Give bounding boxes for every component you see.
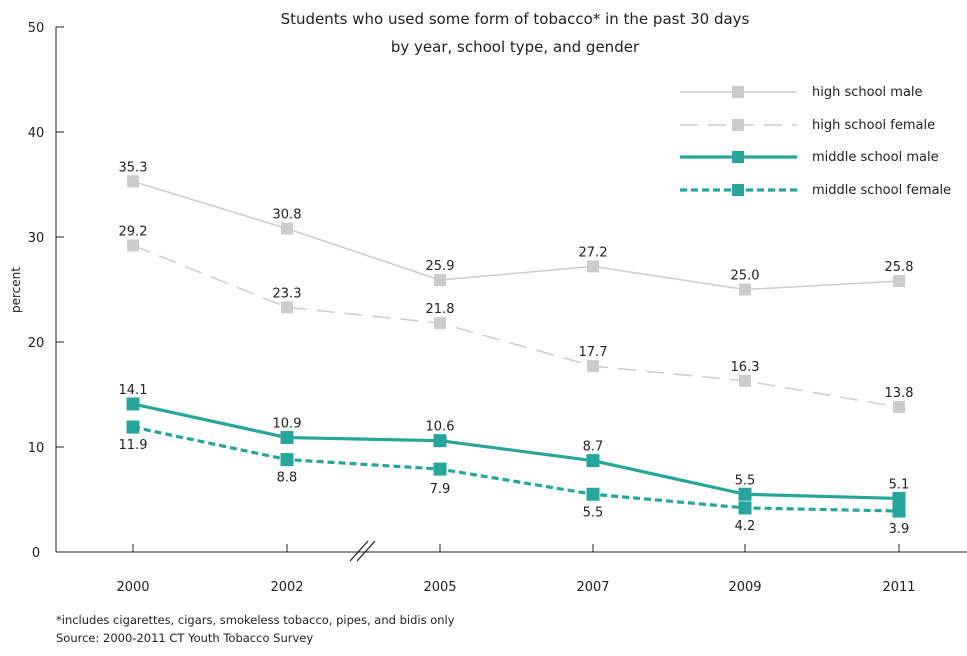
series-high-school-male: 35.3 30.8 25.9 27.2 25.0 25.8 [119,160,914,296]
x-tick-label: 2000 [116,580,149,595]
y-tick-label: 20 [28,336,45,351]
series-middle-school-female: 11.9 8.8 7.9 5.5 4.2 3.9 [119,420,910,537]
series-line [132,425,900,513]
data-point-marker [281,301,293,314]
data-label: 14.1 [119,383,148,398]
series-line [132,180,900,291]
data-label: 35.3 [119,160,148,175]
data-label: 25.9 [426,259,455,274]
chart-title: Students who used some form of tobacco* … [281,10,750,28]
data-point-marker [586,487,600,501]
y-axis-label: percent [9,267,23,313]
data-label: 8.8 [277,471,298,486]
legend-item: high school female [680,118,935,133]
data-label: 4.2 [735,519,756,534]
data-label: 5.5 [583,505,604,520]
axis-break-mark [349,540,369,562]
data-label: 17.7 [579,345,608,360]
legend-marker [732,184,744,196]
data-label: 10.6 [426,420,455,435]
series-layer: 35.3 30.8 25.9 27.2 25.0 25.8 29.2 23.3 21.8 17.7… [119,160,914,537]
data-label: 29.2 [119,224,148,239]
legend-label: high school female [812,118,935,133]
x-tick-label: 2002 [270,580,303,595]
data-point-marker [893,401,905,414]
legend-item: middle school female [680,183,951,198]
axis-break-mark [356,540,376,562]
series-line [132,402,900,501]
data-point-marker [126,397,140,411]
legend-label: middle school male [812,150,939,165]
y-tick-label: 10 [28,441,45,456]
data-point-marker [127,175,139,188]
y-tick-label: 50 [28,21,45,36]
data-point-marker [586,454,600,468]
y-tick-label: 30 [28,231,45,246]
x-tick-label: 2011 [882,580,915,595]
data-point-marker [433,434,447,448]
data-point-marker [739,283,751,296]
series-line [132,244,900,408]
data-point-marker [892,491,906,505]
data-point-marker [587,360,599,373]
data-point-marker [433,462,447,476]
data-point-marker [126,420,140,434]
data-point-marker [892,504,906,518]
legend-item: middle school male [680,150,939,165]
data-label: 16.3 [731,360,760,375]
data-label: 21.8 [426,302,455,317]
data-label: 30.8 [273,208,302,223]
data-label: 5.1 [889,477,910,492]
legend-marker [732,119,744,131]
data-label: 7.9 [430,482,451,497]
x-tick-label: 2007 [576,580,609,595]
data-point-marker [280,431,294,445]
legend-item: high school male [680,85,923,100]
x-tick-label: 2009 [728,580,761,595]
data-point-marker [739,374,751,387]
legend-marker [732,86,744,98]
axes: 0 10 20 30 40 50 2000 2002 2005 2007 2009 2011 [28,21,967,595]
x-tick-label: 2005 [423,580,456,595]
series-high-school-female: 29.2 23.3 21.8 17.7 16.3 13.8 [119,224,914,414]
y-tick-label: 40 [28,126,45,141]
data-label: 11.9 [119,438,148,453]
chart-subtitle: by year, school type, and gender [391,38,640,56]
data-label: 3.9 [889,522,910,537]
legend-label: high school male [812,85,923,100]
data-point-marker [280,453,294,467]
footnote: *includes cigarettes, cigars, smokeless … [56,613,455,627]
data-label: 23.3 [273,286,302,301]
data-label: 8.7 [583,440,604,455]
data-label: 10.9 [273,417,302,432]
legend-marker [732,151,744,163]
data-label: 5.5 [735,473,756,488]
data-point-marker [893,275,905,288]
data-point-marker [434,317,446,330]
data-point-marker [738,501,752,515]
y-tick-label: 0 [32,546,40,561]
data-point-marker [587,260,599,273]
data-point-marker [738,487,752,501]
data-point-marker [127,239,139,252]
legend-label: middle school female [812,183,951,198]
data-point-marker [281,222,293,235]
source-note: Source: 2000-2011 CT Youth Tobacco Surve… [56,631,314,645]
data-point-marker [434,274,446,287]
data-label: 25.0 [731,269,760,284]
data-label: 27.2 [579,245,608,260]
data-label: 25.8 [885,260,914,275]
data-label: 13.8 [885,386,914,401]
series-middle-school-male: 14.1 10.9 10.6 8.7 5.5 5.1 [119,383,910,505]
legend: high school male high school female middle… [680,85,951,198]
